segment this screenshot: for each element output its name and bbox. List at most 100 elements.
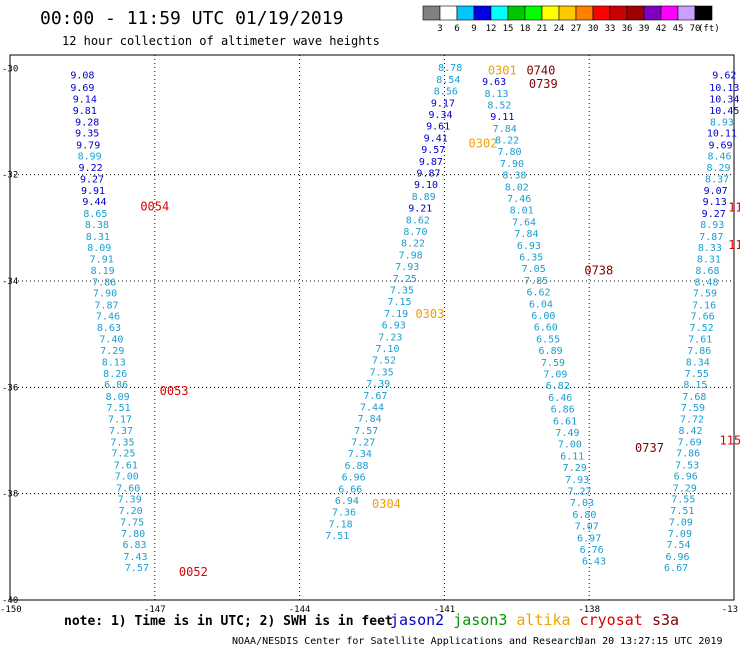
wave-height-value: 7.87 xyxy=(699,232,723,243)
colorbar-label: 21 xyxy=(537,24,548,34)
wave-height-value: 9.41 xyxy=(424,133,448,144)
colorbar-label: 24 xyxy=(554,24,565,34)
wave-height-value: 7.39 xyxy=(366,379,390,390)
wave-height-value: 9.57 xyxy=(421,145,445,156)
wave-height-value: 7.90 xyxy=(93,289,117,300)
satellite-legend-entry: altika xyxy=(516,611,570,629)
wave-height-value: 6.97 xyxy=(577,533,601,544)
wave-height-value: 8.13 xyxy=(484,89,508,100)
wave-height-value: 6.76 xyxy=(580,545,604,556)
satellite-legend-entry: cryosat xyxy=(580,611,643,629)
track-2: 8.788.548.569.179.349.619.419.579.879.87… xyxy=(325,63,462,542)
wave-height-value: 8.93 xyxy=(710,117,734,128)
wave-height-value: 8.19 xyxy=(91,266,115,277)
wave-height-value: 7.51 xyxy=(325,531,349,542)
wave-height-value: 9.61 xyxy=(426,122,450,133)
wave-height-value: 9.14 xyxy=(73,95,97,106)
longitude-label: -141 xyxy=(434,605,456,615)
wave-height-value: 9.87 xyxy=(419,157,443,168)
wave-height-value: 8.01 xyxy=(510,206,534,217)
wave-height-value: 9.13 xyxy=(703,197,727,208)
wave-height-value: 7.55 xyxy=(671,494,695,505)
colorbar-label: 9 xyxy=(471,24,476,34)
wave-height-value: 7.44 xyxy=(360,402,384,413)
colorbar-label: 36 xyxy=(622,24,633,34)
pass-time-label: 0301 xyxy=(488,63,517,77)
wave-height-value: 7.93 xyxy=(565,475,589,486)
wave-height-value: 6.80 xyxy=(572,510,596,521)
map-title: 00:00 - 11:59 UTC 01/19/2019 xyxy=(40,8,343,29)
wave-height-value: 7.66 xyxy=(691,312,715,323)
latitude-label: -36 xyxy=(2,383,18,393)
wave-height-value: 7.72 xyxy=(680,415,704,426)
wave-height-value: 9.22 xyxy=(79,163,103,174)
pass-time-label: 0740 xyxy=(526,63,555,77)
wave-height-value: 8.62 xyxy=(406,215,430,226)
wave-height-value: 8.09 xyxy=(106,392,130,403)
wave-height-value: 8.42 xyxy=(679,426,703,437)
wave-height-value: 8.22 xyxy=(401,239,425,250)
wave-height-value: 7.85 xyxy=(524,276,548,287)
wave-height-value: 8.26 xyxy=(103,369,127,380)
wave-height-value: 9.21 xyxy=(408,204,432,215)
wave-height-value: 8.15 xyxy=(683,380,707,391)
wave-height-value: 7.00 xyxy=(115,472,139,483)
wave-height-value: 7.52 xyxy=(690,323,714,334)
latitude-label: -30 xyxy=(2,64,18,74)
wave-height-value: 8.02 xyxy=(505,182,529,193)
pass-time-label: 0303 xyxy=(415,307,444,321)
colorbar-swatch xyxy=(473,5,492,21)
wave-height-value: 9.07 xyxy=(704,186,728,197)
pass-time-label: 0739 xyxy=(529,77,558,91)
wave-height-value: 9.27 xyxy=(702,209,726,220)
footer-note: note: 1) Time is in UTC; 2) SWH is in fe… xyxy=(64,614,393,629)
wave-height-value: 7.53 xyxy=(675,460,699,471)
wave-height-value: 7.25 xyxy=(111,449,135,460)
wave-height-value: 7.09 xyxy=(668,529,692,540)
colorbar-swatch xyxy=(422,5,441,21)
wave-height-value: 6.86 xyxy=(551,405,575,416)
wave-height-value: 7.39 xyxy=(118,494,142,505)
pass-time-label: 0737 xyxy=(635,441,664,455)
wave-height-value: 6.93 xyxy=(382,321,406,332)
wave-height-value: 7.51 xyxy=(670,506,694,517)
map-subtitle: 12 hour collection of altimeter wave hei… xyxy=(62,34,380,48)
wave-height-value: 7.57 xyxy=(354,426,378,437)
wave-height-value: 7.35 xyxy=(110,438,134,449)
wave-height-value: 6.04 xyxy=(529,299,553,310)
wave-height-value: 7.90 xyxy=(500,159,524,170)
wave-height-value: 8.89 xyxy=(412,192,436,203)
pass-time-label: 0738 xyxy=(584,263,613,277)
wave-height-value: 8.31 xyxy=(86,232,110,243)
wave-height-value: 7.64 xyxy=(512,217,536,228)
pass-time-label: 1158 xyxy=(720,433,740,447)
wave-height-value: 10.45 xyxy=(709,106,739,117)
wave-height-value: 7.57 xyxy=(125,563,149,574)
wave-height-value: 8.54 xyxy=(436,75,460,86)
wave-height-value: 7.35 xyxy=(370,367,394,378)
wave-height-value: 8.46 xyxy=(707,151,731,162)
wave-height-value: 7.07 xyxy=(575,522,599,533)
wave-height-value: 7.03 xyxy=(570,498,594,509)
wave-height-value: 7.20 xyxy=(119,506,143,517)
wave-height-value: 7.05 xyxy=(522,264,546,275)
wave-height-value: 7.25 xyxy=(393,274,417,285)
wave-height-value: 7.16 xyxy=(692,300,716,311)
wave-height-value: 7.86 xyxy=(676,449,700,460)
colorbar-swatch xyxy=(626,5,645,21)
wave-height-value: 7.67 xyxy=(363,391,387,402)
wave-height-value: 6.86 xyxy=(104,380,128,391)
wave-height-value: 9.11 xyxy=(490,112,514,123)
wave-height-value: 7.75 xyxy=(120,517,144,528)
wave-height-value: 7.80 xyxy=(498,147,522,158)
pass-time-label: 0052 xyxy=(179,565,208,579)
pass-time-label: 0304 xyxy=(372,497,401,511)
wave-height-value: 9.17 xyxy=(431,98,455,109)
wave-height-value: 7.18 xyxy=(329,519,353,530)
wave-height-value: 6.62 xyxy=(526,288,550,299)
wave-height-value: 8.13 xyxy=(102,357,126,368)
colorbar-swatch xyxy=(439,5,458,21)
colorbar-swatch xyxy=(592,5,611,21)
wave-height-value: 7.09 xyxy=(543,369,567,380)
